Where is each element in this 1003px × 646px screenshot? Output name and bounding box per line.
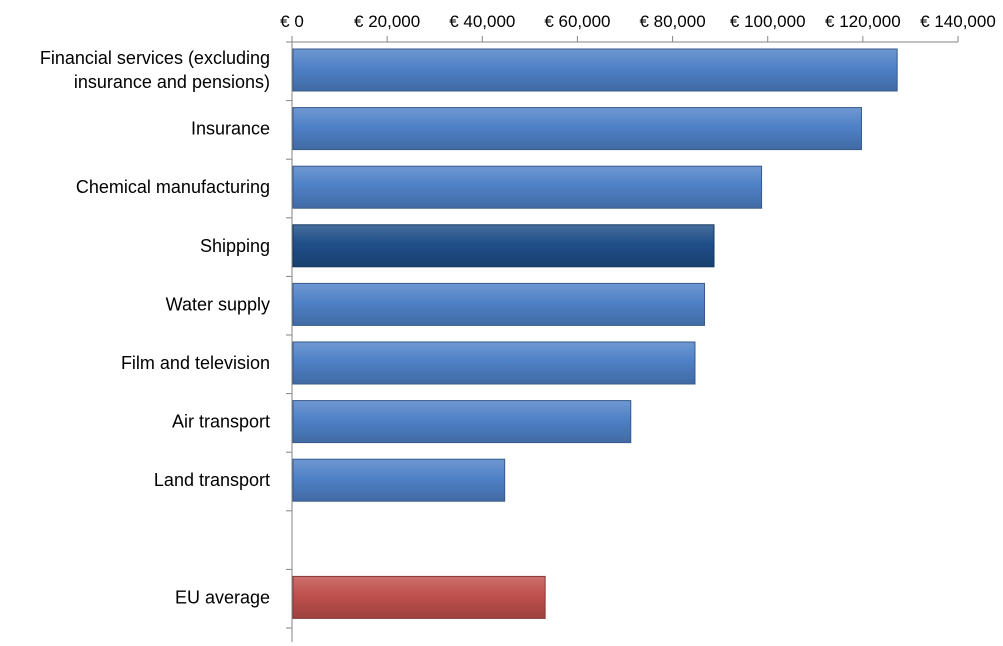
category-label: Chemical manufacturing — [76, 177, 270, 197]
x-tick-label: € 80,000 — [639, 12, 705, 31]
bar — [292, 282, 705, 326]
x-tick-label: € 20,000 — [354, 12, 420, 31]
category-label: Film and television — [121, 353, 270, 373]
category-label: Insurance — [191, 119, 270, 139]
category-label: Land transport — [154, 470, 270, 490]
bar — [292, 458, 506, 502]
bar — [292, 165, 763, 209]
bar — [292, 48, 898, 92]
x-tick-label: € 140,000 — [920, 12, 996, 31]
x-tick-label: € 40,000 — [449, 12, 515, 31]
category-label: Air transport — [172, 412, 270, 432]
bar — [292, 575, 546, 619]
bars — [292, 48, 898, 619]
category-labels: Financial services (excluding insurance a… — [40, 48, 270, 607]
category-label: Shipping — [200, 236, 270, 256]
x-tick-label: € 100,000 — [730, 12, 806, 31]
bar — [292, 107, 862, 151]
x-tick-label: € 60,000 — [544, 12, 610, 31]
category-label: insurance and pensions) — [74, 72, 270, 92]
category-label: EU average — [175, 587, 270, 607]
bar — [292, 341, 696, 385]
bar — [292, 224, 715, 268]
x-axis: € 0 € 20,000 € 40,000 € 60,000 € 80,000 € 100… — [280, 12, 996, 642]
x-tick-label: € 120,000 — [825, 12, 901, 31]
category-label: Water supply — [166, 294, 270, 314]
category-label: Financial services (excluding — [40, 48, 270, 68]
x-tick-label: € 0 — [280, 12, 304, 31]
bar — [292, 400, 632, 444]
